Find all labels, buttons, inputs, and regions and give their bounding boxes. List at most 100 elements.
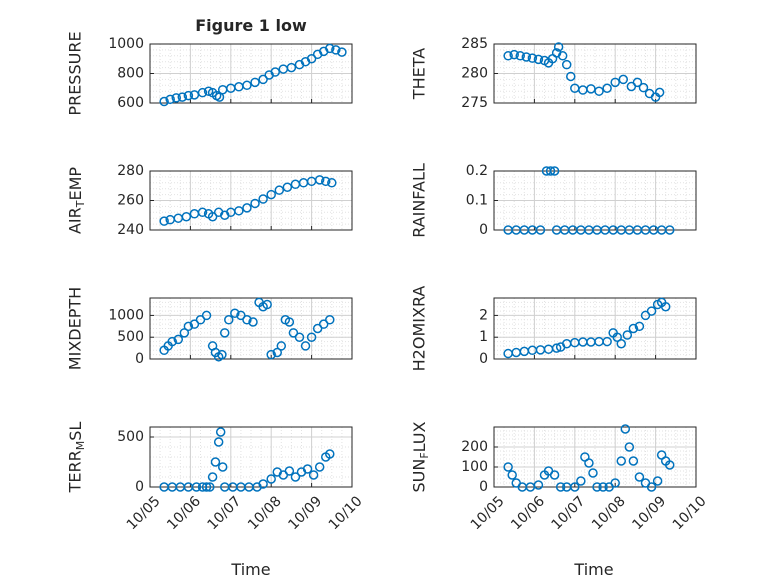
data-point bbox=[602, 336, 612, 347]
data-point bbox=[177, 92, 188, 102]
data-point bbox=[337, 47, 347, 57]
data-point bbox=[236, 310, 246, 321]
data-point bbox=[234, 206, 244, 216]
data-point bbox=[167, 336, 177, 347]
data-point bbox=[602, 83, 612, 93]
data-point bbox=[201, 310, 212, 321]
data-point bbox=[242, 203, 252, 213]
y-tick-label: 280 bbox=[117, 163, 144, 179]
data-point bbox=[314, 462, 325, 472]
data-point bbox=[242, 315, 252, 325]
data-point bbox=[664, 225, 675, 235]
data-point bbox=[290, 179, 301, 190]
data-point bbox=[219, 328, 230, 338]
y-tick-label: 260 bbox=[117, 193, 144, 209]
y-axis-label: AIRTEMP bbox=[66, 167, 88, 234]
y-tick-label: 0.2 bbox=[466, 163, 488, 179]
y-tick-label: 600 bbox=[117, 95, 144, 111]
data-point bbox=[242, 80, 252, 91]
data-point bbox=[183, 321, 194, 332]
y-tick-label: 800 bbox=[117, 66, 144, 82]
data-point bbox=[205, 482, 215, 492]
axes-box bbox=[493, 43, 697, 104]
data-point bbox=[266, 474, 276, 484]
data-point bbox=[576, 476, 586, 486]
axes-box bbox=[149, 43, 353, 104]
y-tick-label: 1000 bbox=[108, 36, 144, 52]
subplot-air-temp: 240 260 280 AIRTEMP bbox=[66, 163, 353, 238]
y-tick-label: 0 bbox=[135, 479, 144, 495]
data-point bbox=[527, 53, 538, 63]
data-point bbox=[300, 341, 311, 351]
subplot-pressure: 600 800 1000 PRESSURE bbox=[66, 31, 353, 116]
data-point bbox=[159, 216, 169, 226]
data-point bbox=[628, 456, 639, 466]
data-point bbox=[314, 175, 325, 185]
data-point bbox=[646, 482, 657, 492]
data-point bbox=[306, 54, 317, 64]
data-point bbox=[664, 460, 675, 470]
data-point bbox=[274, 185, 285, 195]
y-tick-label: 100 bbox=[461, 459, 488, 475]
data-point bbox=[557, 51, 568, 61]
data-point bbox=[250, 77, 260, 88]
y-tick-label: 1 bbox=[479, 329, 488, 345]
subplot-theta: 275 280 285 THETA bbox=[410, 36, 697, 111]
data-point bbox=[612, 332, 622, 342]
data-point bbox=[224, 315, 234, 325]
data-point bbox=[533, 54, 544, 65]
y-axis-label: SUNFLUX bbox=[410, 421, 432, 492]
data-point bbox=[173, 334, 184, 345]
y-tick-label: 275 bbox=[461, 95, 488, 111]
y-tick-label: 285 bbox=[461, 36, 488, 52]
data-point bbox=[203, 86, 214, 96]
axes-box bbox=[149, 170, 353, 231]
subplot-sun-flux: 0 100 200 10/05 10/06 10/07 10/08 10/09 10/10 SUN… bbox=[410, 421, 710, 533]
y-tick-label: 2 bbox=[479, 307, 488, 323]
data-point bbox=[282, 182, 293, 192]
data-point bbox=[640, 310, 651, 321]
data-point bbox=[195, 315, 206, 325]
data-point bbox=[294, 332, 305, 342]
data-point bbox=[555, 482, 566, 492]
data-point bbox=[210, 457, 221, 467]
data-point bbox=[654, 87, 665, 98]
data-point bbox=[312, 323, 323, 334]
data-point bbox=[628, 323, 639, 334]
data-point bbox=[561, 59, 572, 70]
x-tick-label: 10/09 bbox=[629, 493, 669, 533]
data-point bbox=[258, 194, 268, 204]
y-axis-label: H2OMIXRA bbox=[410, 286, 429, 372]
data-point bbox=[217, 349, 227, 360]
data-point bbox=[578, 337, 588, 347]
y-tick-label: 0 bbox=[135, 351, 144, 367]
data-point bbox=[327, 178, 337, 188]
data-point bbox=[215, 427, 226, 437]
x-tick-label: 10/10 bbox=[670, 493, 710, 533]
data-point bbox=[286, 62, 297, 73]
data-point bbox=[207, 211, 218, 222]
axes-box bbox=[149, 426, 353, 488]
data-point bbox=[325, 449, 335, 459]
x-tick-label: 10/08 bbox=[589, 493, 629, 533]
data-point bbox=[306, 332, 317, 342]
data-point bbox=[638, 82, 649, 93]
data-point bbox=[189, 319, 200, 329]
data-point bbox=[331, 45, 341, 55]
data-point bbox=[553, 42, 564, 52]
data-point bbox=[325, 315, 335, 325]
x-axis-label-right: Time bbox=[573, 560, 613, 579]
data-point bbox=[262, 299, 272, 310]
data-point bbox=[272, 347, 283, 358]
x-tick-label: 10/08 bbox=[245, 493, 285, 533]
data-point bbox=[535, 225, 546, 235]
x-tick-label: 10/10 bbox=[326, 493, 366, 533]
data-point bbox=[258, 479, 268, 489]
data-point bbox=[632, 77, 643, 88]
y-tick-label: 0.1 bbox=[466, 193, 488, 209]
data-point bbox=[566, 71, 576, 82]
data-point bbox=[616, 339, 627, 349]
data-point bbox=[302, 464, 313, 474]
data-point bbox=[592, 482, 602, 492]
